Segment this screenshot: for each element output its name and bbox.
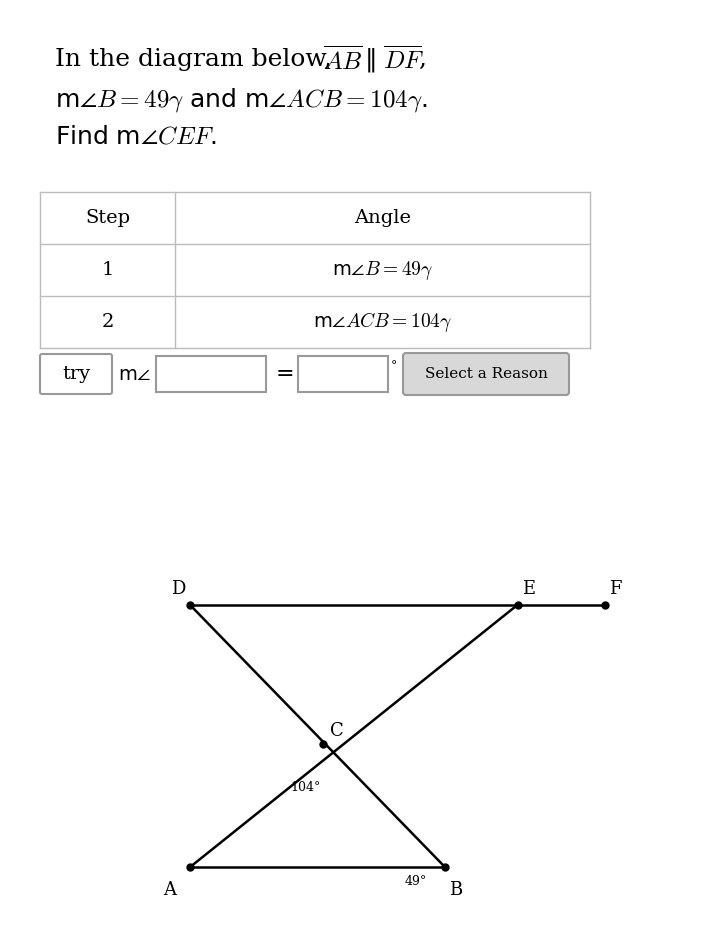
Text: °: ° [391, 360, 398, 373]
Text: try: try [62, 365, 90, 383]
Text: 104°: 104° [291, 781, 321, 793]
Text: =: = [276, 363, 294, 385]
Text: $\overline{AB}$: $\overline{AB}$ [323, 46, 363, 74]
FancyBboxPatch shape [156, 356, 266, 392]
Text: m$\angle B = 49°$ and m$\angle ACB = 104°$.: m$\angle B = 49°$ and m$\angle ACB = 104… [55, 86, 427, 114]
Text: C: C [330, 722, 344, 740]
Text: 49°: 49° [405, 875, 427, 888]
Text: E: E [522, 580, 535, 598]
Text: m$\angle$: m$\angle$ [118, 365, 151, 384]
Text: ,: , [418, 48, 426, 71]
Text: m$\angle B = 49°$: m$\angle B = 49°$ [332, 259, 433, 281]
FancyBboxPatch shape [40, 354, 112, 394]
Text: $\overline{DF}$: $\overline{DF}$ [383, 46, 425, 74]
Text: B: B [449, 882, 462, 899]
Text: 2: 2 [101, 313, 113, 331]
Text: Step: Step [85, 209, 130, 227]
Text: A: A [163, 882, 176, 899]
Text: Select a Reason: Select a Reason [425, 367, 547, 381]
FancyBboxPatch shape [298, 356, 388, 392]
Text: In the diagram below,: In the diagram below, [55, 48, 348, 71]
Text: ‖: ‖ [357, 48, 385, 73]
Text: F: F [608, 580, 622, 598]
Text: m$\angle ACB = 104°$: m$\angle ACB = 104°$ [313, 310, 452, 334]
Text: 1: 1 [101, 261, 113, 279]
Text: Find m$\angle CEF$.: Find m$\angle CEF$. [55, 124, 217, 148]
FancyBboxPatch shape [403, 353, 569, 395]
Text: D: D [172, 580, 185, 598]
Text: Angle: Angle [354, 209, 411, 227]
